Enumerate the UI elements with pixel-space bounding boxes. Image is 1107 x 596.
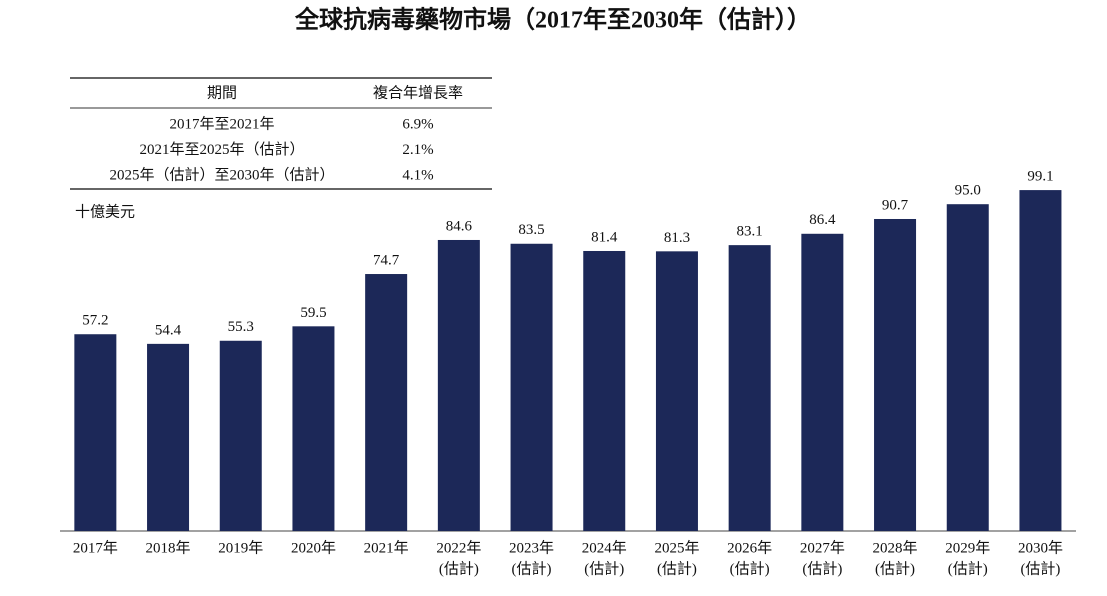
value-label: 83.5: [518, 222, 544, 238]
bar: [292, 326, 335, 531]
value-label: 57.2: [82, 313, 108, 329]
bar: [365, 274, 408, 531]
value-label: 86.4: [809, 212, 836, 228]
x-tick-label: 2029年: [945, 539, 990, 556]
x-tick-label: 2027年: [800, 539, 845, 556]
x-tick-sublabel: (估計): [657, 560, 697, 577]
bar: [74, 334, 117, 531]
x-tick-sublabel: (估計): [802, 560, 842, 577]
x-tick-sublabel: (估計): [439, 560, 479, 577]
table-cell: 2017年至2021年: [169, 115, 274, 132]
bar: [801, 233, 844, 531]
x-tick-label: 2028年: [873, 539, 918, 556]
table-header: 期間: [207, 84, 237, 101]
value-label: 59.5: [300, 305, 326, 321]
value-label: 90.7: [882, 197, 909, 213]
value-label: 74.7: [373, 252, 400, 268]
bar: [874, 218, 917, 531]
x-tick-label: 2020年: [291, 539, 336, 556]
bar: [510, 243, 553, 531]
bar: [147, 343, 190, 531]
x-tick-sublabel: (估計): [875, 560, 915, 577]
value-label: 84.6: [446, 218, 473, 234]
bar: [946, 204, 989, 531]
x-tick-label: 2030年: [1018, 539, 1063, 556]
x-tick-label: 2025年: [654, 539, 699, 556]
bar: [655, 251, 698, 531]
bar: [437, 239, 480, 531]
value-label: 54.4: [155, 322, 182, 338]
x-tick-label: 2024年: [582, 539, 627, 556]
table-cell: 2025年（估計）至2030年（估計）: [109, 166, 334, 183]
value-label: 95.0: [955, 183, 981, 199]
x-tick-label: 2019年: [218, 539, 263, 556]
x-tick-sublabel: (估計): [512, 560, 552, 577]
x-tick-label: 2023年: [509, 539, 554, 556]
x-tick-label: 2022年: [436, 539, 481, 556]
x-tick-sublabel: (估計): [948, 560, 988, 577]
table-cell: 4.1%: [402, 167, 433, 183]
chart-title: 全球抗病毒藥物市場（2017年至2030年（估計））: [294, 6, 811, 34]
value-label: 81.3: [664, 230, 690, 246]
bar: [1019, 190, 1062, 531]
x-tick-sublabel: (估計): [1020, 560, 1060, 577]
x-tick-sublabel: (估計): [730, 560, 770, 577]
table-cell: 2.1%: [402, 142, 433, 158]
table-cell: 2021年至2025年（估計）: [139, 141, 304, 158]
table-header: 複合年增長率: [373, 84, 463, 101]
x-tick-label: 2021年: [364, 539, 409, 556]
x-tick-label: 2026年: [727, 539, 772, 556]
value-label: 99.1: [1027, 169, 1053, 185]
value-label: 55.3: [228, 319, 254, 335]
x-tick-label: 2018年: [146, 539, 191, 556]
x-tick-label: 2017年: [73, 539, 118, 556]
value-label: 81.4: [591, 229, 618, 245]
bar: [219, 340, 262, 531]
value-label: 83.1: [737, 224, 763, 240]
x-tick-sublabel: (估計): [584, 560, 624, 577]
y-axis-label: 十億美元: [75, 203, 135, 220]
table-cell: 6.9%: [402, 116, 433, 132]
bar: [583, 250, 626, 531]
bar: [728, 245, 771, 532]
